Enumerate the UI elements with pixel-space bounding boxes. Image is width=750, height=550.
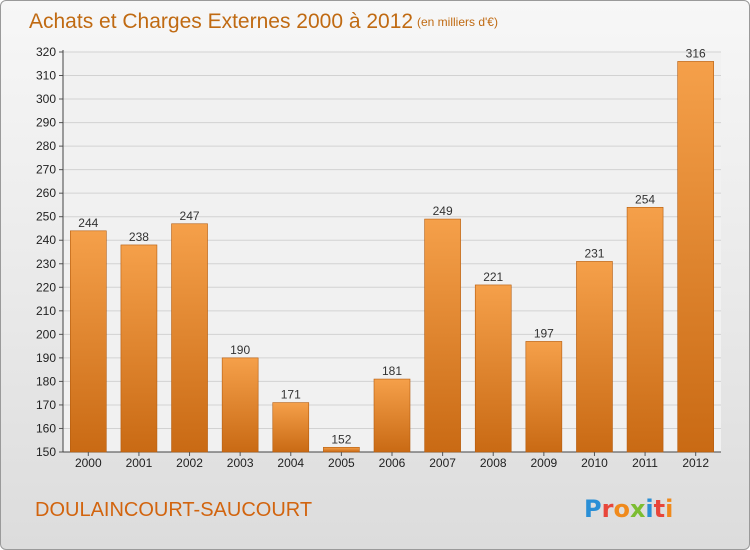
logo-letter: o <box>613 495 630 523</box>
bar <box>120 244 158 453</box>
x-tick-label: 2009 <box>530 456 557 470</box>
bar <box>70 230 107 453</box>
bar <box>373 378 411 453</box>
y-tick-label: 300 <box>36 92 56 106</box>
y-tick-label: 270 <box>36 163 56 177</box>
x-tick-label: 2003 <box>227 456 254 470</box>
data-label: 190 <box>230 343 250 357</box>
chart-unit-note: (en milliers d'€) <box>417 15 498 29</box>
x-tick-label: 2010 <box>581 456 608 470</box>
x-tick-label: 2000 <box>75 456 102 470</box>
y-tick-label: 290 <box>36 116 56 130</box>
data-label: 231 <box>584 246 604 260</box>
bar <box>323 446 360 453</box>
logo-letter: i <box>665 495 673 523</box>
x-tick-label: 2006 <box>379 456 406 470</box>
data-label: 171 <box>281 388 301 402</box>
data-label: 197 <box>534 326 554 340</box>
data-label: 247 <box>180 209 200 223</box>
chart-title: Achats et Charges Externes 2000 à 2012 <box>29 10 413 33</box>
bar <box>221 357 259 453</box>
bar <box>525 341 563 453</box>
bar <box>677 61 714 453</box>
bar <box>474 284 512 453</box>
bar <box>424 218 461 453</box>
bar <box>171 223 208 453</box>
data-label: 249 <box>433 204 453 218</box>
logo-letter: t <box>654 495 665 523</box>
x-tick-label: 2007 <box>429 456 456 470</box>
data-label: 152 <box>331 432 351 446</box>
x-tick-label: 2005 <box>328 456 355 470</box>
x-tick-label: 2002 <box>176 456 203 470</box>
bar <box>272 402 310 453</box>
data-label: 316 <box>686 46 706 60</box>
x-tick-label: 2012 <box>682 456 709 470</box>
y-tick-label: 250 <box>36 210 56 224</box>
x-tick-label: 2004 <box>277 456 304 470</box>
y-tick-label: 180 <box>36 374 56 388</box>
y-tick-label: 170 <box>36 398 56 412</box>
data-label: 254 <box>635 192 655 206</box>
bar <box>576 261 613 453</box>
y-tick-label: 210 <box>36 304 56 318</box>
logo-letter: i <box>645 495 653 523</box>
y-tick-label: 190 <box>36 351 56 365</box>
y-tick-label: 240 <box>36 233 56 247</box>
y-tick-label: 220 <box>36 280 56 294</box>
y-tick-label: 230 <box>36 257 56 271</box>
data-label: 221 <box>483 270 503 284</box>
data-label: 238 <box>129 230 149 244</box>
y-tick-label: 310 <box>36 69 56 83</box>
y-tick-label: 260 <box>36 186 56 200</box>
proxiti-logo: Proxiti <box>584 495 673 523</box>
logo-letter: P <box>584 495 602 523</box>
x-tick-label: 2008 <box>480 456 507 470</box>
y-tick-label: 150 <box>36 445 56 459</box>
logo-letter: r <box>602 495 614 523</box>
y-tick-label: 160 <box>36 421 56 435</box>
x-tick-label: 2011 <box>632 456 658 470</box>
plot-area: 150 160 170 180 190 200 210 220 230 240 250 260 270 2… <box>36 45 721 470</box>
commune-name: DOULAINCOURT-SAUCOURT <box>35 499 312 521</box>
bar <box>626 206 664 453</box>
y-tick-label: 200 <box>36 327 56 341</box>
data-label: 244 <box>78 216 98 230</box>
logo-letter: x <box>630 495 646 523</box>
data-label: 181 <box>382 364 402 378</box>
y-tick-label: 320 <box>36 45 56 59</box>
y-tick-label: 280 <box>36 139 56 153</box>
x-tick-label: 2001 <box>126 456 153 470</box>
